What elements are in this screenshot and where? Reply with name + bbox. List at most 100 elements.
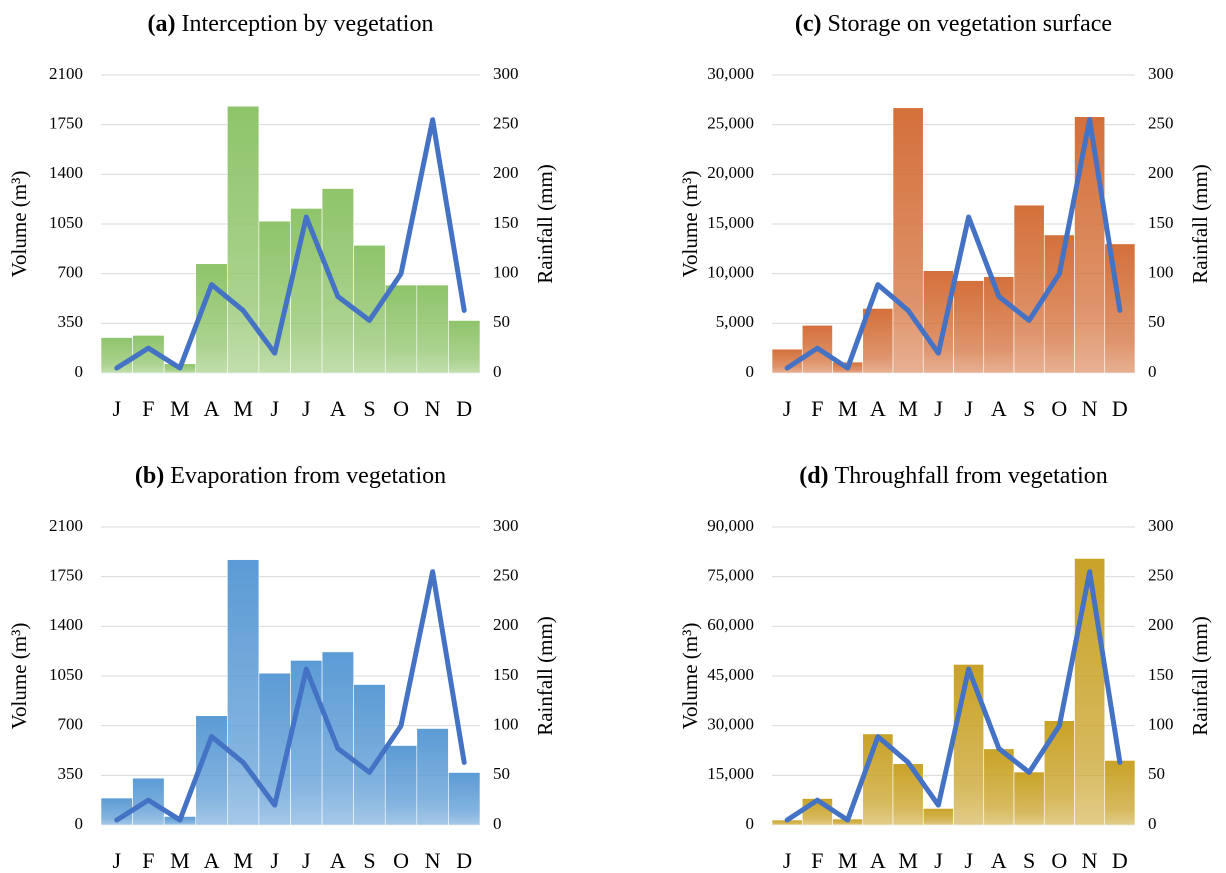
y2-tick-label: 200 [1148, 615, 1174, 634]
bar [801, 325, 833, 374]
x-tick-label: J [302, 396, 311, 421]
x-tick-label: M [233, 396, 253, 421]
y2-tick-label: 0 [1148, 814, 1157, 833]
y2-tick-label: 300 [1148, 64, 1174, 83]
title-label: (a) [148, 11, 176, 37]
y2-tick-label: 250 [1148, 114, 1174, 133]
x-tick-label: O [1051, 396, 1067, 421]
x-tick-label: F [142, 848, 154, 873]
x-tick-label: J [113, 848, 122, 873]
x-tick-label: F [811, 396, 823, 421]
x-tick-label: M [898, 848, 918, 873]
x-tick-label: N [1082, 396, 1098, 421]
title-text: Storage on vegetation surface [828, 11, 1113, 37]
y-axis-label: Volume (m³) [7, 623, 31, 730]
y-tick-label: 0 [75, 362, 84, 381]
x-tick-label: O [393, 848, 409, 873]
chart-title: (c) Storage on vegetation surface [795, 11, 1112, 37]
bar [983, 748, 1015, 826]
y-tick-label: 30,000 [707, 64, 754, 83]
title-label: (b) [135, 463, 164, 489]
y2-tick-label: 200 [1148, 163, 1174, 182]
y-tick-label: 90,000 [707, 516, 754, 535]
y2-tick-label: 250 [1148, 566, 1174, 585]
x-tick-label: D [1112, 848, 1128, 873]
y-tick-label: 1400 [49, 163, 83, 182]
title-text: Evaporation from vegetation [170, 463, 446, 489]
x-tick-label: J [783, 848, 792, 873]
y2-tick-label: 50 [1148, 764, 1165, 783]
x-tick-label: M [898, 396, 918, 421]
y2-axis-label: Rainfall (mm) [533, 164, 557, 284]
y-tick-label: 1050 [49, 665, 83, 684]
x-tick-label: A [204, 848, 220, 873]
x-tick-label: O [1051, 848, 1067, 873]
x-tick-label: A [330, 848, 346, 873]
y2-tick-label: 100 [1148, 715, 1174, 734]
bar [922, 808, 954, 826]
y2-tick-label: 0 [493, 814, 502, 833]
title-text: Interception by vegetation [182, 11, 434, 37]
x-tick-label: J [964, 848, 973, 873]
y-tick-label: 350 [58, 764, 84, 783]
y-tick-label: 5,000 [716, 312, 754, 331]
x-tick-label: D [456, 848, 472, 873]
y-tick-label: 2100 [49, 64, 83, 83]
x-tick-label: N [1082, 848, 1098, 873]
bar [892, 763, 924, 826]
x-tick-label: F [811, 848, 823, 873]
y2-tick-label: 150 [1148, 213, 1174, 232]
y-tick-label: 60,000 [707, 615, 754, 634]
y2-tick-label: 50 [1148, 312, 1165, 331]
y-tick-label: 350 [58, 312, 84, 331]
x-tick-label: J [113, 396, 122, 421]
y2-tick-label: 100 [493, 263, 519, 282]
y-tick-label: 25,000 [707, 114, 754, 133]
x-tick-label: A [204, 396, 220, 421]
x-tick-label: F [142, 396, 154, 421]
y-axis-label: Volume (m³) [678, 623, 702, 730]
y-tick-label: 1400 [49, 615, 83, 634]
rainfall-line [114, 569, 467, 823]
x-tick-label: O [393, 396, 409, 421]
bar [227, 559, 260, 826]
x-tick-label: J [270, 848, 279, 873]
x-tick-label: J [270, 396, 279, 421]
x-tick-label: D [1112, 396, 1128, 421]
x-tick-label: A [330, 396, 346, 421]
y-tick-label: 15,000 [707, 213, 754, 232]
y-tick-label: 700 [58, 715, 84, 734]
x-tick-label: A [870, 396, 886, 421]
x-tick-label: M [838, 848, 858, 873]
bar [227, 105, 260, 374]
x-tick-label: A [991, 396, 1007, 421]
y-tick-label: 1050 [49, 213, 83, 232]
y2-tick-label: 150 [493, 665, 519, 684]
x-tick-label: J [964, 396, 973, 421]
x-tick-label: J [783, 396, 792, 421]
bar [290, 660, 323, 826]
y-tick-label: 0 [746, 814, 755, 833]
y2-tick-label: 300 [1148, 516, 1174, 535]
y2-tick-label: 100 [1148, 263, 1174, 282]
bar [1043, 234, 1075, 374]
y-tick-label: 45,000 [707, 665, 754, 684]
y2-tick-label: 250 [493, 114, 519, 133]
y-tick-label: 700 [58, 263, 84, 282]
x-tick-label: S [1023, 848, 1035, 873]
x-tick-label: M [233, 848, 253, 873]
y-tick-label: 20,000 [707, 163, 754, 182]
x-tick-label: S [363, 848, 375, 873]
bar [290, 208, 323, 374]
x-tick-label: S [363, 396, 375, 421]
y-tick-label: 1750 [49, 566, 83, 585]
bar [1074, 558, 1106, 826]
bar [448, 772, 481, 826]
y2-tick-label: 200 [493, 163, 519, 182]
x-tick-label: M [170, 396, 190, 421]
x-tick-label: J [302, 848, 311, 873]
bar [922, 270, 954, 374]
y2-tick-label: 0 [493, 362, 502, 381]
y2-axis-label: Rainfall (mm) [533, 616, 557, 736]
